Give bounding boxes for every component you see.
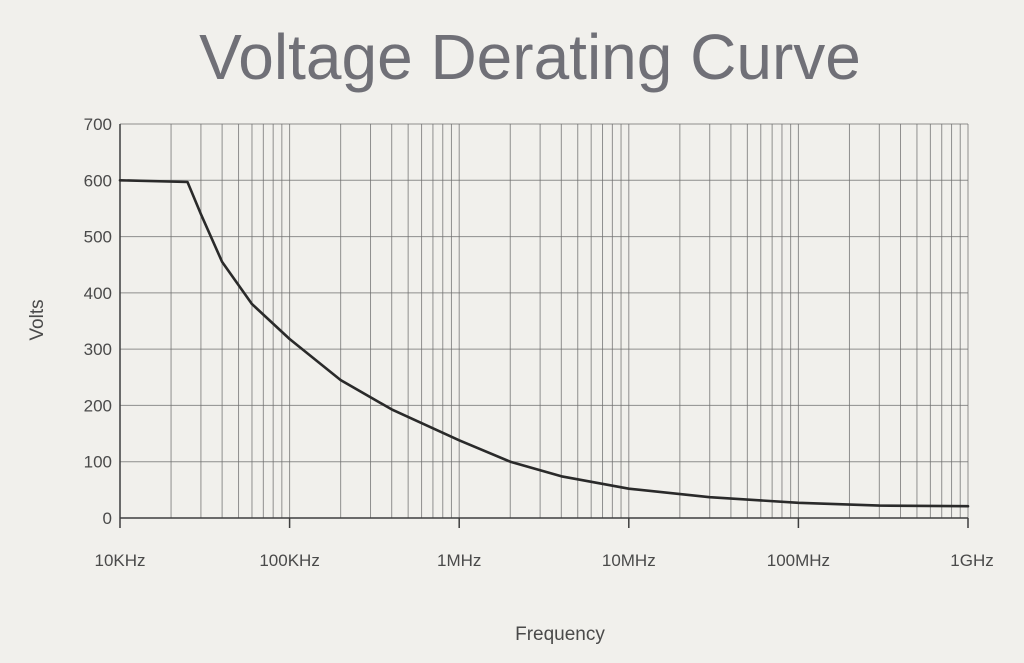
y-tick-label: 0: [103, 509, 112, 528]
y-tick-label: 400: [84, 284, 112, 303]
tick-labels: 0 100 200 300 400 500 600 700 10KHz 100KHz 1MHz 10M…: [84, 115, 994, 570]
x-tick-label: 1MHz: [437, 551, 481, 570]
x-tick-label: 10MHz: [602, 551, 656, 570]
axes: [119, 124, 969, 528]
y-axis-title: Volts: [27, 299, 48, 340]
grid: [119, 123, 969, 519]
x-tick-label: 1GHz: [950, 551, 993, 570]
chart-title: Voltage Derating Curve: [199, 21, 861, 93]
y-tick-label: 600: [84, 171, 112, 190]
x-axis-title: Frequency: [515, 624, 605, 645]
y-tick-label: 700: [84, 115, 112, 134]
y-tick-label: 500: [84, 228, 112, 247]
y-tick-label: 200: [84, 396, 112, 415]
x-tick-label: 100MHz: [767, 551, 830, 570]
series-line: [118, 179, 970, 508]
x-tick-label: 100KHz: [259, 551, 319, 570]
x-tick-label: 10KHz: [94, 551, 145, 570]
series: [118, 179, 970, 508]
y-tick-label: 300: [84, 340, 112, 359]
y-tick-label: 100: [84, 453, 112, 472]
